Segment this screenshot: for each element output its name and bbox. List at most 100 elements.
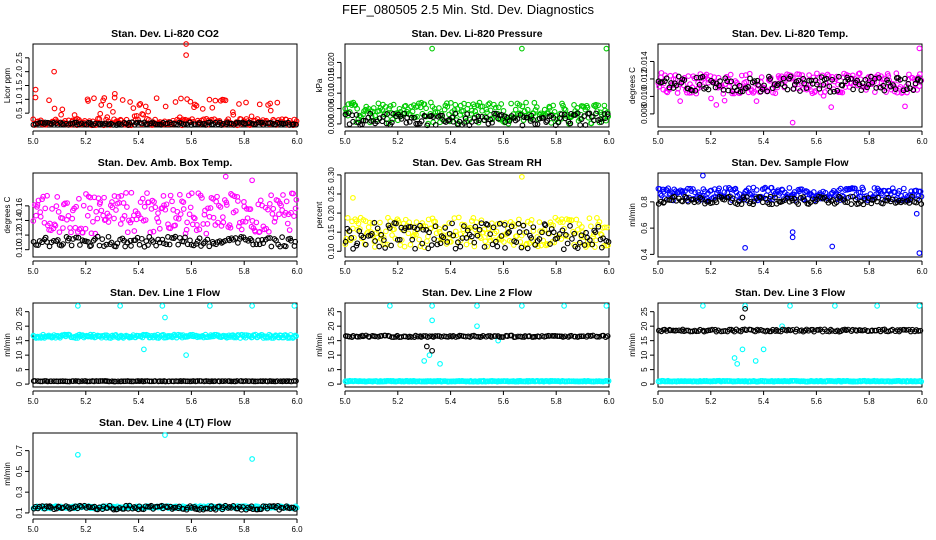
data-point [163, 241, 170, 248]
data-point [290, 121, 297, 127]
data-point [586, 110, 593, 117]
data-point [868, 200, 875, 207]
data-point [145, 503, 151, 510]
data-point [883, 194, 889, 201]
data-point [205, 205, 211, 212]
data-point [480, 229, 486, 236]
data-point [666, 326, 673, 333]
y-tick-label: 25 [15, 307, 24, 316]
data-point [398, 116, 405, 122]
data-point [248, 503, 255, 510]
data-point [829, 327, 835, 334]
data-point [49, 206, 55, 212]
data-point [110, 121, 117, 128]
data-point [290, 190, 297, 197]
y-axis-label: ml/min [628, 203, 637, 227]
data-point [403, 119, 410, 126]
data-point [494, 243, 501, 250]
x-tick-label: 5.0 [339, 397, 351, 406]
series-cyan [655, 303, 925, 385]
data-point [413, 231, 419, 238]
x-tick-label: 5.6 [811, 397, 823, 406]
data-point [885, 79, 892, 86]
data-point [489, 116, 496, 122]
data-point [229, 109, 236, 115]
y-tick-label: 0.5 [15, 107, 24, 119]
data-point [35, 197, 42, 204]
data-point [204, 236, 211, 243]
data-point [881, 87, 888, 94]
data-point [180, 199, 187, 206]
y-tick-label: 0.012 [640, 68, 649, 89]
data-point [180, 206, 187, 212]
data-point [848, 201, 855, 207]
data-point [476, 226, 483, 233]
data-point [574, 110, 581, 117]
panel-6: Stan. Dev. Sample Flow 5.0 5.2 5.4 5.6 5.8 6.0… [628, 157, 928, 276]
y-tick-label: 0.1 [15, 507, 24, 519]
y-tick-label: 0.10 [327, 243, 336, 259]
data-point [489, 119, 495, 126]
x-axis: 5.0 5.2 5.4 5.6 5.8 6.0 [652, 130, 928, 146]
data-point [485, 333, 492, 339]
data-point [109, 199, 115, 205]
data-point-outlier [916, 45, 923, 52]
x-tick-label: 5.2 [392, 397, 404, 406]
data-point [384, 111, 390, 117]
x-tick-label: 5.6 [186, 137, 198, 146]
data-point [237, 219, 243, 226]
data-point [605, 238, 612, 245]
panel-7: Stan. Dev. Line 1 Flow 5.0 5.2 5.4 5.6 5.8 6.0… [3, 287, 303, 406]
data-point [516, 229, 523, 235]
data-point [280, 378, 287, 384]
data-point [579, 229, 586, 236]
data-point [893, 70, 900, 77]
data-point [138, 235, 145, 242]
x-tick-label: 5.2 [705, 267, 717, 276]
data-point-outlier [916, 250, 923, 256]
y-axis-label: ml/min [628, 333, 637, 357]
data-point [451, 107, 458, 113]
x-tick-label: 5.0 [339, 137, 351, 146]
data-point [906, 200, 913, 206]
data-point [156, 225, 163, 232]
data-point [738, 72, 745, 79]
data-point [355, 220, 362, 227]
panel-title: Stan. Dev. Li-820 Temp. [732, 28, 848, 40]
data-point [39, 378, 46, 385]
x-tick-label: 6.0 [916, 397, 928, 406]
data-point [376, 243, 383, 250]
data-point [875, 71, 881, 78]
data-point [239, 218, 246, 225]
data-point [535, 243, 541, 250]
data-point [795, 77, 802, 84]
data-point [413, 219, 420, 225]
data-point [217, 204, 224, 210]
data-point [136, 102, 143, 108]
series-black [342, 219, 612, 253]
data-point [713, 102, 720, 108]
data-point [362, 241, 369, 248]
data-point [367, 232, 374, 239]
data-point [141, 203, 148, 210]
y-tick-label: 25 [327, 307, 336, 316]
y-tick-label: 0.010 [327, 83, 336, 104]
data-point [550, 102, 557, 109]
data-point [77, 242, 83, 248]
data-point [530, 228, 537, 234]
data-point [556, 231, 563, 237]
data-point [506, 229, 512, 235]
data-point [904, 86, 910, 93]
data-point [414, 103, 421, 110]
data-point [405, 230, 412, 237]
data-point [889, 196, 896, 203]
data-point [663, 75, 670, 82]
data-point [571, 230, 578, 237]
y-tick-label: 15 [640, 336, 649, 345]
data-point [536, 115, 543, 122]
data-point [864, 84, 870, 91]
data-point [144, 121, 151, 127]
y-axis-label: kPa [315, 78, 324, 92]
data-point [554, 235, 561, 242]
